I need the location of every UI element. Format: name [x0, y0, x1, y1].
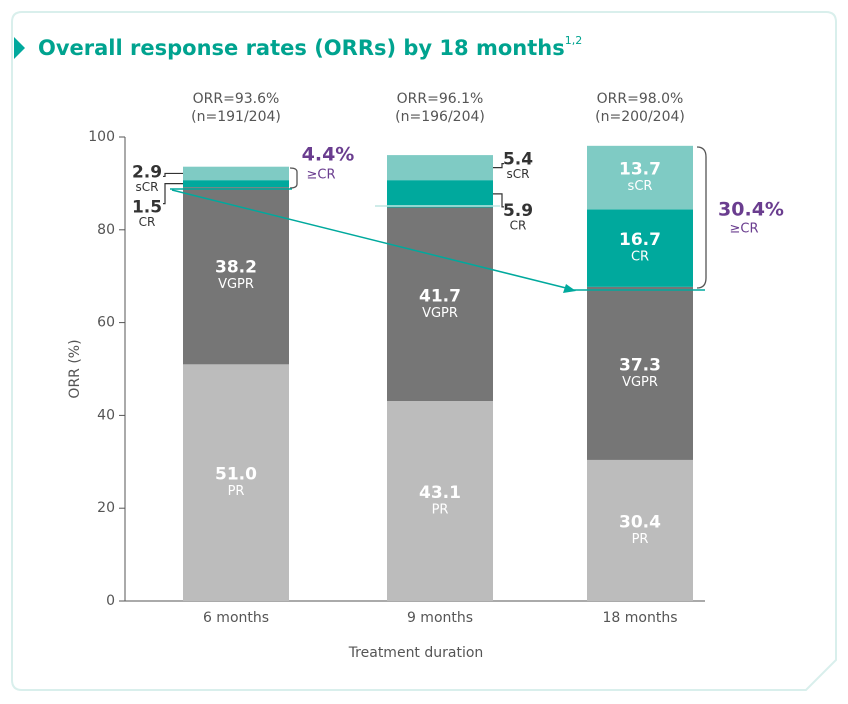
leader-line: [493, 163, 504, 169]
bar-segment: [183, 166, 289, 181]
cr-total: 30.4%: [718, 199, 784, 221]
value-label: 38.2: [215, 258, 257, 278]
segment-name: sCR: [136, 180, 159, 194]
y-tick-label: 20: [97, 500, 115, 516]
x-axis-title: Treatment duration: [348, 645, 484, 661]
orr-label: ORR=93.6%: [193, 91, 280, 107]
segment-name: sCR: [507, 167, 530, 181]
segment-name: VGPR: [422, 306, 458, 321]
arrow: [171, 189, 567, 289]
bar-segment: [183, 180, 289, 188]
bracket: [696, 146, 707, 289]
value-label: 16.7: [619, 230, 661, 250]
orr-n-label: (n=191/204): [191, 109, 281, 125]
value-label: 51.0: [215, 465, 257, 485]
value-label: 13.7: [619, 160, 661, 180]
value-label: 5.9: [503, 201, 533, 221]
y-tick-label: 100: [88, 129, 115, 145]
y-axis-title: ORR (%): [67, 339, 83, 398]
x-tick-label: 6 months: [203, 610, 269, 626]
chart-title: Overall response rates (ORRs) by 18 mont…: [38, 34, 582, 60]
title-superscript: 1,2: [565, 34, 583, 47]
orr-n-label: (n=200/204): [595, 109, 685, 125]
value-label: 30.4: [619, 512, 661, 532]
x-tick-label: 9 months: [407, 610, 473, 626]
bar-segment: [587, 459, 693, 601]
bar-segment: [587, 209, 693, 287]
value-label: 37.3: [619, 355, 661, 375]
title-text: Overall response rates (ORRs) by 18 mont…: [38, 36, 565, 60]
orr-n-label: (n=196/204): [395, 109, 485, 125]
segment-name: sCR: [628, 179, 653, 194]
segment-name: PR: [228, 484, 245, 499]
y-tick-label: 40: [97, 407, 115, 423]
value-label: 5.4: [503, 150, 533, 170]
segment-name: CR: [510, 218, 527, 232]
bar-segment: [587, 145, 693, 210]
segment-name: CR: [139, 215, 156, 229]
bar-segment: [183, 187, 289, 365]
value-label: 2.9: [132, 162, 162, 182]
bar-segment: [587, 286, 693, 460]
segment-name: PR: [632, 532, 649, 547]
leader-line: [163, 183, 183, 205]
cr-total: 4.4%: [302, 144, 355, 166]
segment-name: VGPR: [622, 375, 658, 390]
bar-segment: [387, 180, 493, 208]
orr-label: ORR=98.0%: [597, 91, 684, 107]
value-label: 1.5: [132, 198, 162, 218]
bar-segment: [387, 207, 493, 402]
bar-segment: [183, 364, 289, 601]
x-tick-label: 18 months: [603, 610, 678, 626]
annotation-layer: 4.4% ≥CR 30.4% ≥CR: [170, 144, 784, 293]
bar-segment: [387, 155, 493, 181]
y-tick-label: 0: [106, 593, 115, 609]
leader-line: [493, 193, 504, 208]
arrow-head: [563, 284, 576, 293]
title-marker: [14, 37, 25, 59]
cr-total-label: ≥CR: [729, 222, 758, 237]
segment-name: VGPR: [218, 277, 254, 292]
cr-total-label: ≥CR: [306, 168, 335, 183]
bracket: [289, 167, 298, 189]
y-tick-label: 80: [97, 222, 115, 238]
value-label: 43.1: [419, 483, 461, 503]
orr-label: ORR=96.1%: [397, 91, 484, 107]
bar-segment: [387, 401, 493, 601]
y-tick-label: 60: [97, 315, 115, 331]
segment-name: CR: [631, 250, 649, 265]
segment-name: PR: [432, 503, 449, 518]
value-label: 41.7: [419, 286, 461, 306]
leader-line: [163, 172, 183, 178]
